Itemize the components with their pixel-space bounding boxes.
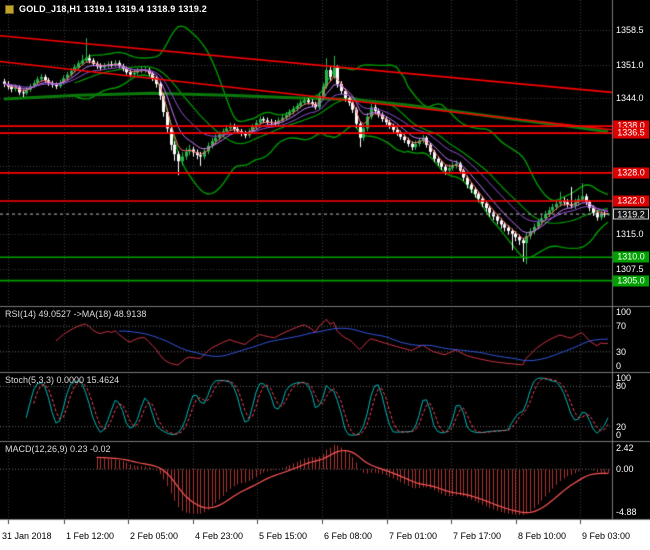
macd-indicator-label: MACD(12,26,9) 0.23 -0.02 <box>5 444 111 454</box>
rsi-scale-label: 0 <box>616 361 622 371</box>
chart-symbol-icon <box>5 4 14 14</box>
rsi-indicator-label: RSI(14) 49.0527 ->MA(18) 48.9138 <box>5 309 147 319</box>
price-axis-label: 1315.0 <box>616 228 644 239</box>
price-axis-label: 1351.0 <box>616 60 644 71</box>
price-line-badge[interactable]: 1310.0 <box>613 251 649 263</box>
time-axis-label: 1 Feb 12:00 <box>66 531 115 541</box>
macd-scale-label: 0.00 <box>616 464 634 475</box>
time-axis-label: 7 Feb 17:00 <box>453 531 502 541</box>
stoch-scale-label: 20 <box>616 421 627 432</box>
price-axis-label: 1307.5 <box>616 263 644 274</box>
macd-scale-label: -4.88 <box>616 507 637 517</box>
time-axis-label: 9 Feb 03:00 <box>582 531 631 541</box>
price-axis-label: 1358.5 <box>616 25 644 36</box>
time-axis-label: 2 Feb 05:00 <box>130 531 179 541</box>
chart-title-bar: GOLD_J18,H1 1319.1 1319.4 1318.9 1319.2 <box>5 4 207 14</box>
time-axis-label: 4 Feb 23:00 <box>195 531 244 541</box>
price-line-badge[interactable]: 1336.5 <box>613 127 649 139</box>
current-price-badge[interactable]: 1319.2 <box>613 208 649 220</box>
stoch-scale-label: 0 <box>616 430 622 440</box>
chart-title: GOLD_J18,H1 1319.1 1319.4 1318.9 1319.2 <box>19 4 207 14</box>
price-axis-label: 1344.0 <box>616 92 644 103</box>
price-line-badge[interactable]: 1305.0 <box>613 275 649 287</box>
rsi-scale-label: 70 <box>616 321 627 332</box>
time-axis-label: 8 Feb 10:00 <box>518 531 567 541</box>
time-axis-label: 6 Feb 08:00 <box>324 531 373 541</box>
price-line-badge[interactable]: 1328.0 <box>613 167 649 179</box>
time-axis-label: 5 Feb 15:00 <box>259 531 308 541</box>
stoch-scale-label: 100 <box>616 373 632 383</box>
stoch-scale-label: 80 <box>616 381 627 392</box>
time-axis-label: 31 Jan 2018 <box>2 531 52 541</box>
rsi-scale-label: 100 <box>616 307 632 317</box>
stoch-indicator-label: Stoch(5,3,3) 0.0000 15.4624 <box>5 375 120 385</box>
price-line-badge[interactable]: 1322.0 <box>613 195 649 207</box>
price-line-badge[interactable]: 1338.0 <box>613 120 649 132</box>
rsi-scale-label: 30 <box>616 346 627 357</box>
macd-scale-label: 2.42 <box>616 443 634 453</box>
time-axis-label: 7 Feb 01:00 <box>389 531 438 541</box>
